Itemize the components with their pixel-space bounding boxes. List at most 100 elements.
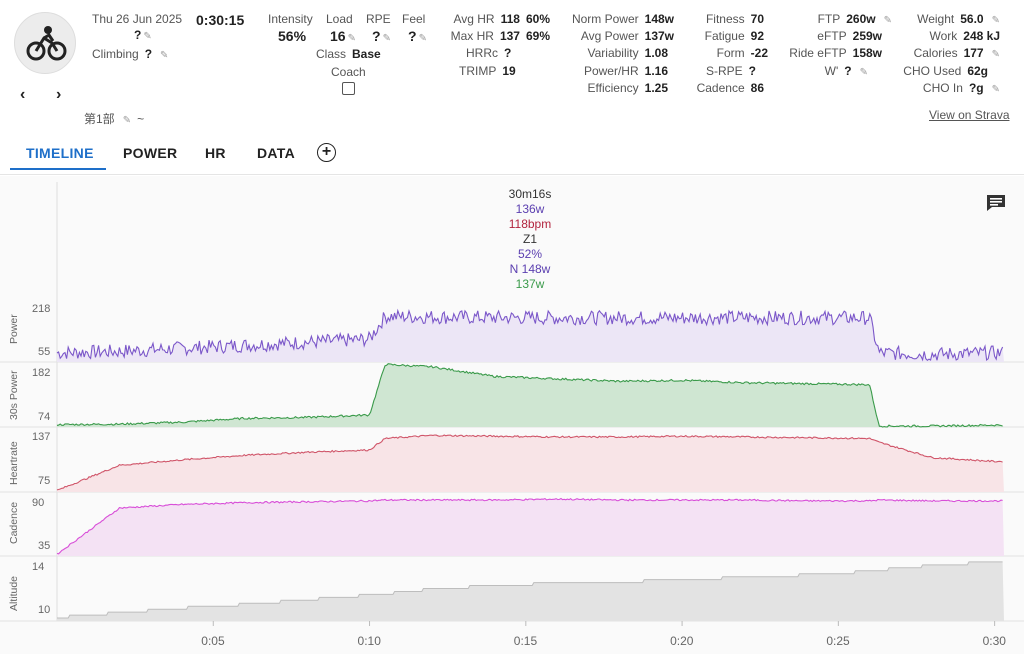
efficiency-row: Efficiency 1.25 (560, 81, 669, 95)
cadence-value: 86 (750, 81, 764, 95)
calories-row: Calories 177 ✎ (890, 46, 1000, 60)
y-tick-label: 90 (32, 497, 45, 509)
climbing-value[interactable]: ? (144, 47, 153, 61)
segment-name[interactable]: 第1部 (84, 112, 115, 126)
ftp-value[interactable]: 260w (846, 12, 876, 26)
tab-data[interactable]: DATA (257, 145, 296, 161)
avg-power-label: Avg Power (580, 29, 639, 43)
tooltip-avg30: 137w (515, 277, 545, 291)
edit-icon[interactable]: ✎ (143, 31, 152, 42)
y-tick-label: 55 (38, 346, 51, 358)
eftp-row: eFTP 259w (780, 29, 882, 43)
series-name-label: 30s Power (8, 370, 20, 420)
tooltip-heartrate: 118bpm (508, 217, 552, 231)
series-area-altitude (57, 561, 1004, 621)
edit-icon[interactable]: ✎ (418, 33, 427, 44)
activity-name-text: ? (134, 28, 142, 42)
edit-icon[interactable]: ✎ (883, 15, 892, 26)
edit-icon[interactable]: ✎ (347, 33, 356, 44)
rpe-value[interactable]: ? ✎ (372, 28, 391, 44)
activity-type-icon (14, 12, 76, 74)
power-hr-value: 1.16 (644, 64, 668, 78)
fitness-value: 70 (750, 12, 764, 26)
series-name-label: Heartrate (8, 440, 20, 485)
y-tick-label: 137 (32, 431, 51, 443)
fatigue-value: 92 (750, 29, 764, 43)
cho-in-row: CHO In ?g ✎ (890, 81, 1000, 95)
tab-power[interactable]: POWER (123, 145, 178, 161)
wprime-value[interactable]: ? (844, 64, 852, 78)
edit-icon[interactable]: ✎ (122, 115, 132, 126)
avg-hr-value: 118 (500, 12, 520, 26)
prev-activity-button[interactable]: ‹ (20, 86, 26, 103)
calories-label: Calories (913, 46, 958, 60)
eftp-label: eFTP (817, 29, 847, 43)
trimp-row: TRIMP 19 (459, 64, 516, 78)
max-hr-label: Max HR (450, 29, 494, 43)
y-tick-label: 10 (38, 604, 51, 616)
series-line-heartrate (56, 434, 1003, 491)
avg-hr-pct: 60% (525, 12, 550, 26)
series-line-altitude (57, 561, 1003, 619)
power-hr-row: Power/HR 1.16 (560, 64, 668, 78)
series-line-30s-power (56, 363, 1003, 428)
next-activity-button[interactable]: › (56, 86, 62, 103)
ride-eftp-value: 158w (852, 46, 882, 60)
series-line-cadence (56, 497, 1003, 555)
wprime-label: W' (824, 64, 839, 78)
add-tab-icon[interactable]: + (317, 143, 336, 162)
cho-used-row: CHO Used 62g (890, 64, 988, 78)
variability-label: Variability (587, 46, 639, 60)
tooltip-norm: N 148w (509, 262, 551, 276)
avg-hr-label: Avg HR (453, 12, 495, 26)
cho-in-label: CHO In (922, 81, 963, 95)
series-name-label: Power (8, 314, 20, 344)
y-tick-label: 35 (38, 540, 51, 552)
cho-in-value[interactable]: ?g (968, 81, 984, 95)
weight-value[interactable]: 56.0 (960, 12, 984, 26)
edit-icon[interactable]: ✎ (382, 33, 391, 44)
cadence-label: Cadence (696, 81, 745, 95)
ride-eftp-label: Ride eFTP (789, 46, 847, 60)
cadence-row: Cadence 86 (680, 81, 764, 95)
view-on-strava-link[interactable]: View on Strava (929, 108, 1010, 122)
series-area-30s-power (57, 363, 1004, 427)
trimp-label: TRIMP (459, 64, 497, 78)
coach-checkbox[interactable] (342, 82, 355, 95)
weight-label: Weight (917, 12, 955, 26)
edit-icon[interactable]: ✎ (991, 15, 1000, 26)
edit-icon[interactable]: ✎ (991, 84, 1000, 95)
load-label: Load (326, 12, 353, 26)
edit-icon[interactable]: ✎ (160, 50, 169, 61)
fitness-row: Fitness 70 (680, 12, 764, 26)
activity-name[interactable]: ? ✎ (134, 28, 152, 42)
form-label: Form (716, 46, 745, 60)
form-row: Form -22 (680, 46, 768, 60)
tab-timeline[interactable]: TIMELINE (26, 145, 94, 161)
load-value[interactable]: 16 ✎ (330, 28, 356, 44)
feel-value[interactable]: ? ✎ (408, 28, 427, 44)
edit-icon[interactable]: ✎ (991, 49, 1000, 60)
calories-value[interactable]: 177 (963, 46, 984, 60)
tab-hr[interactable]: HR (205, 145, 226, 161)
srpe-value: ? (748, 64, 756, 78)
form-value: -22 (750, 46, 768, 60)
y-tick-label: 14 (32, 561, 45, 573)
tab-bar: TIMELINE POWER HR DATA + (0, 135, 1024, 175)
series-name-label: Altitude (8, 575, 20, 611)
hrrc-value: ? (504, 46, 512, 60)
series-line-power (56, 308, 1004, 362)
rpe-value-text: ? (372, 28, 381, 44)
active-tab-indicator (10, 168, 106, 170)
max-hr-row: Max HR 137 69% (430, 29, 550, 43)
edit-icon[interactable]: ✎ (859, 67, 868, 78)
segment-row: 第1部 ✎ ~ (84, 110, 144, 127)
fitness-label: Fitness (705, 12, 745, 26)
tooltip-pct: 52% (517, 247, 543, 261)
work-label: Work (929, 29, 958, 43)
comment-icon[interactable] (986, 194, 1006, 212)
max-hr-pct: 69% (525, 29, 550, 43)
ftp-label: FTP (817, 12, 841, 26)
variability-value: 1.08 (644, 46, 668, 60)
